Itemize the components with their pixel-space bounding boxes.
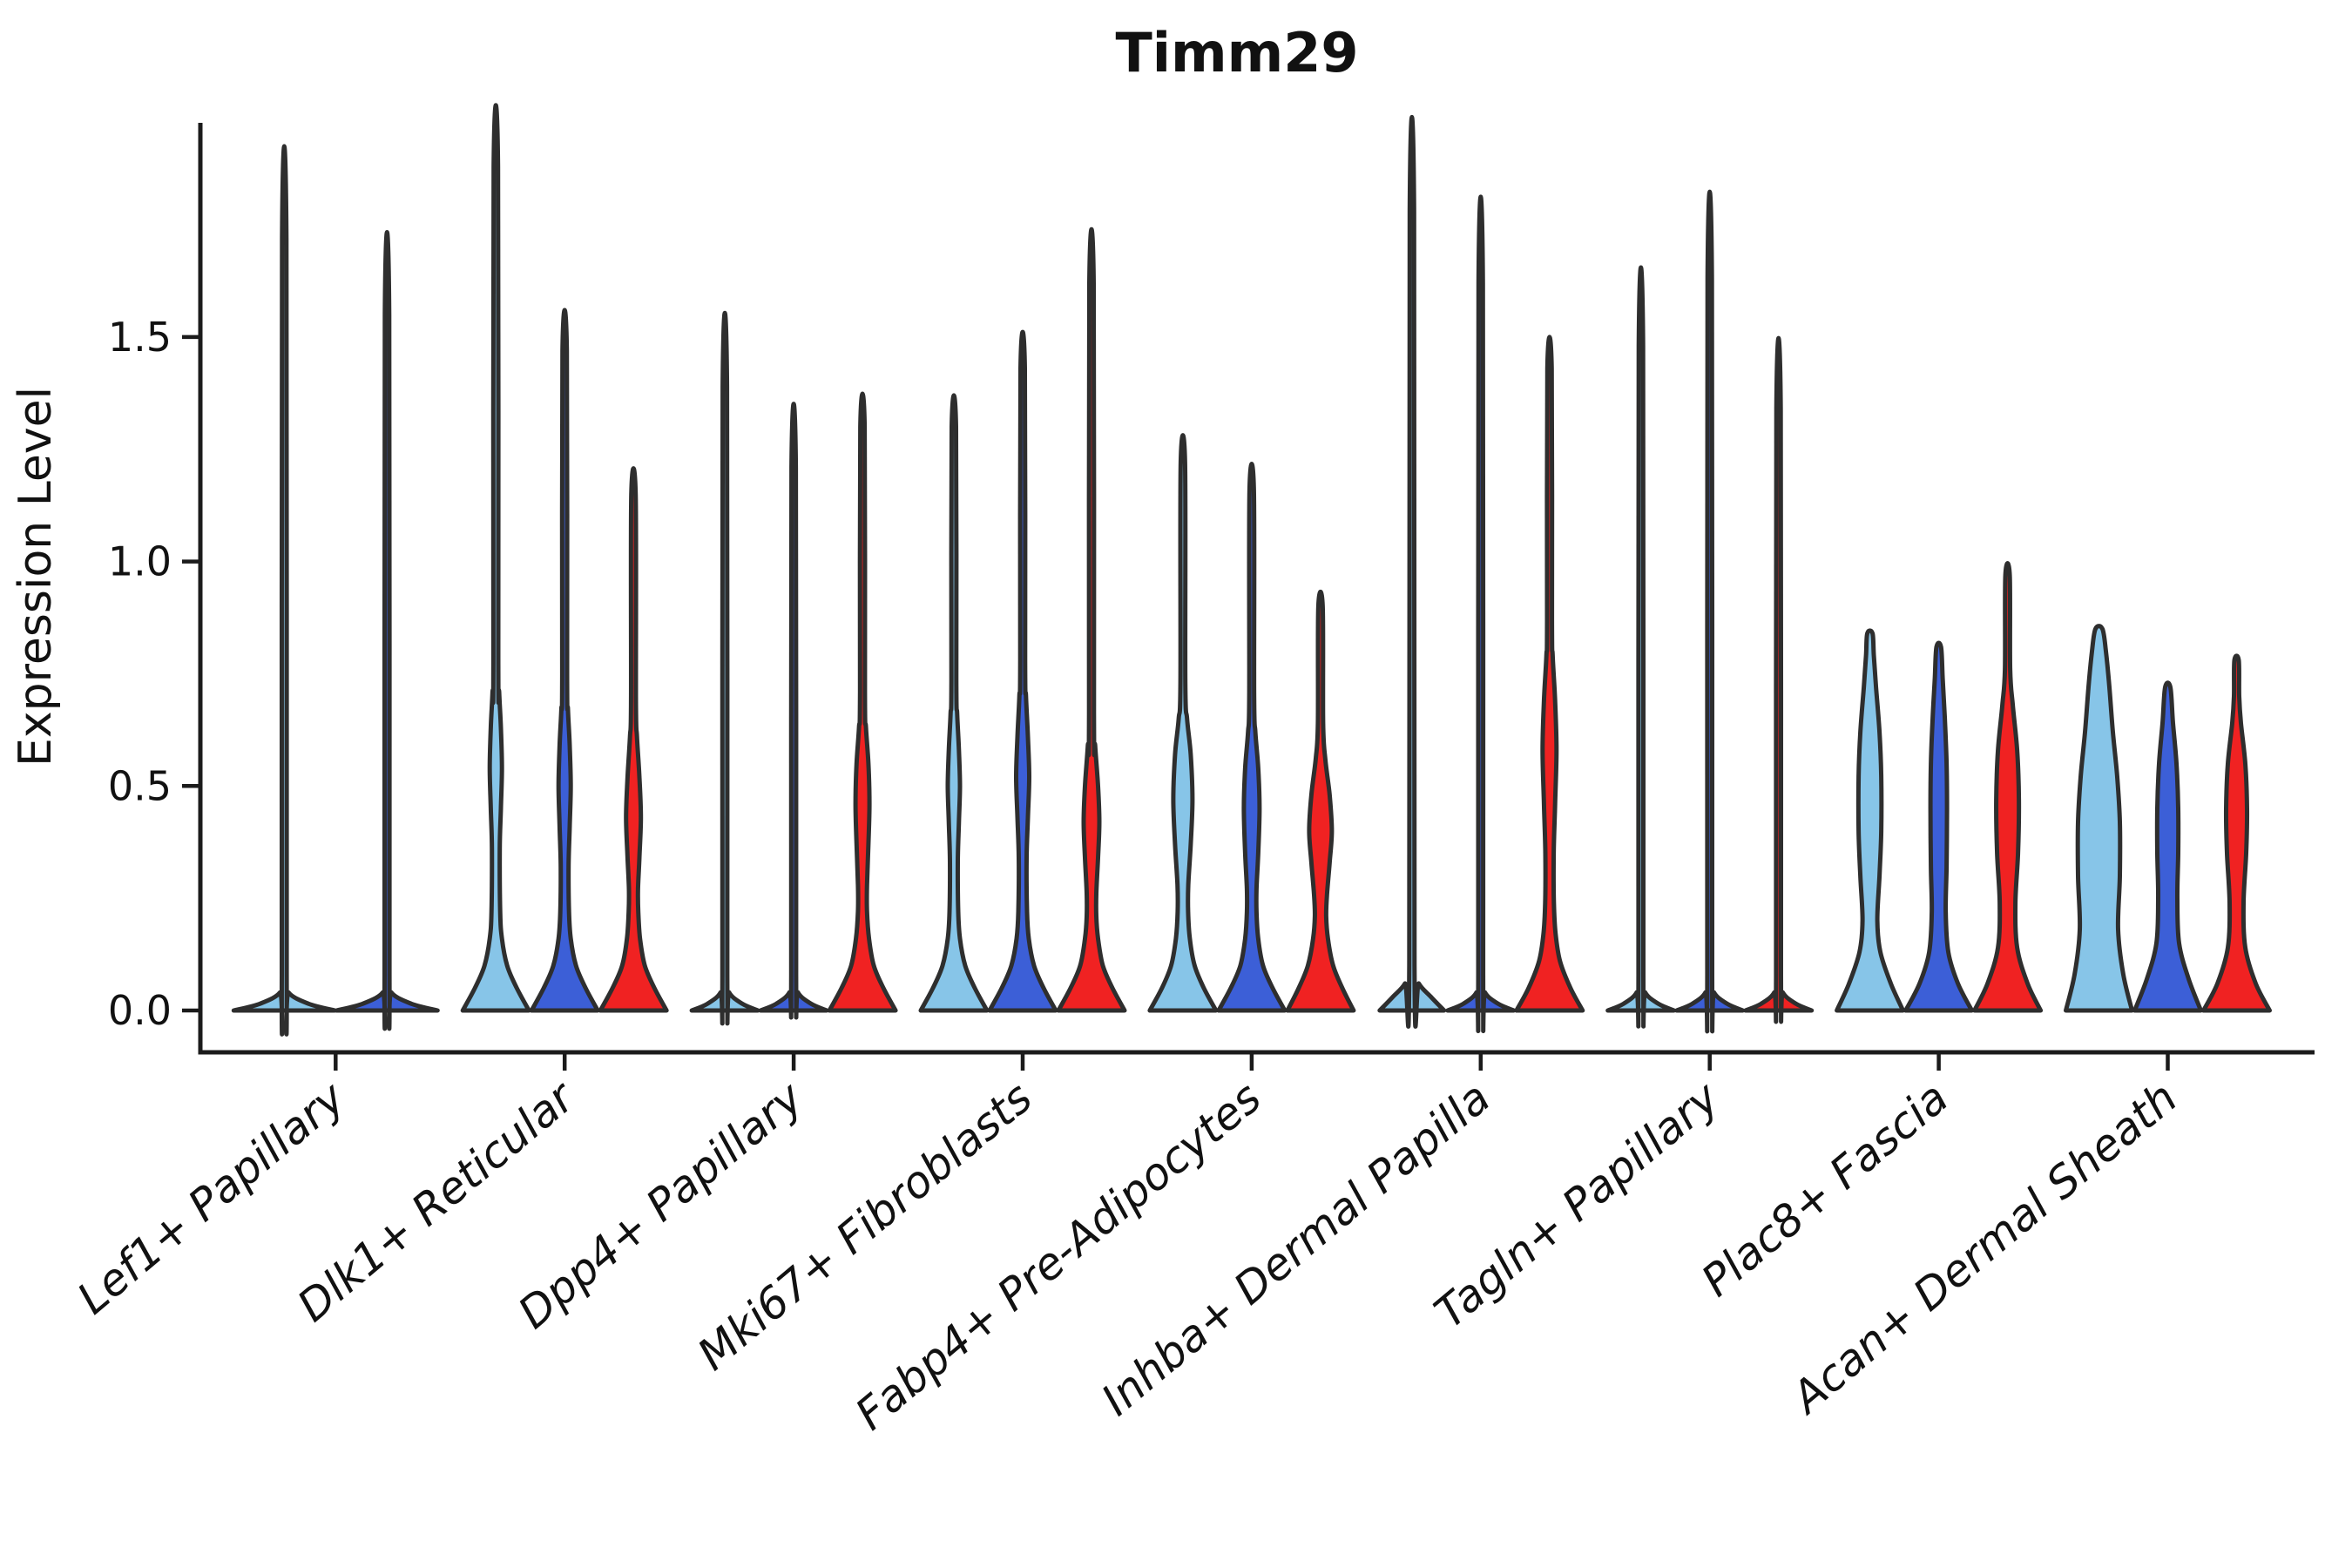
violin-7-royalblue (1903, 640, 1975, 1013)
violin-7-red (1972, 561, 2044, 1013)
violin-1-royalblue (529, 308, 600, 1013)
violin-2-skyblue (689, 310, 760, 1026)
y-axis-label: Expression Level (10, 387, 62, 767)
violin-3-skyblue (918, 393, 990, 1013)
violin-8-royalblue (2132, 680, 2203, 1013)
x-category-label: Acan+ Dermal Sheath (1781, 1072, 2186, 1424)
violin-5-skyblue (1377, 114, 1447, 1029)
violin-0-skyblue (231, 144, 337, 1037)
violin-8-skyblue (2064, 624, 2134, 1013)
x-category-label: Fabp4+ Pre-Adipocytes (846, 1072, 1270, 1440)
violin-2-red (827, 391, 898, 1013)
y-tick-label: 0.5 (108, 762, 172, 809)
y-tick-label: 1.5 (108, 314, 172, 361)
axes-layer: 0.0 0.5 1.0 1.5 (108, 123, 2315, 1055)
violin-6-red (1743, 336, 1815, 1024)
violin-5-royalblue (1445, 194, 1517, 1033)
x-category-label: Inhba+ Dermal Papilla (1092, 1072, 1500, 1426)
violin-8-red (2201, 653, 2272, 1013)
violin-6-skyblue (1605, 265, 1677, 1029)
violin-4-royalblue (1216, 461, 1288, 1013)
violin-3-red (1056, 227, 1127, 1013)
violin-4-red (1285, 589, 1356, 1013)
violin-1-red (598, 466, 669, 1013)
violin-4-skyblue (1147, 433, 1219, 1013)
y-tick-label: 0.0 (108, 987, 172, 1034)
violin-3-royalblue (987, 329, 1058, 1013)
violin-6-royalblue (1674, 189, 1746, 1034)
chart-title: Timm29 (1115, 21, 1358, 84)
violin-1-skyblue (460, 103, 531, 1013)
violin-0-royalblue (334, 229, 440, 1031)
violin-2-royalblue (758, 402, 829, 1020)
y-tick-label: 1.0 (108, 538, 172, 585)
violin-5-red (1514, 335, 1585, 1013)
violin-7-skyblue (1835, 628, 1906, 1013)
